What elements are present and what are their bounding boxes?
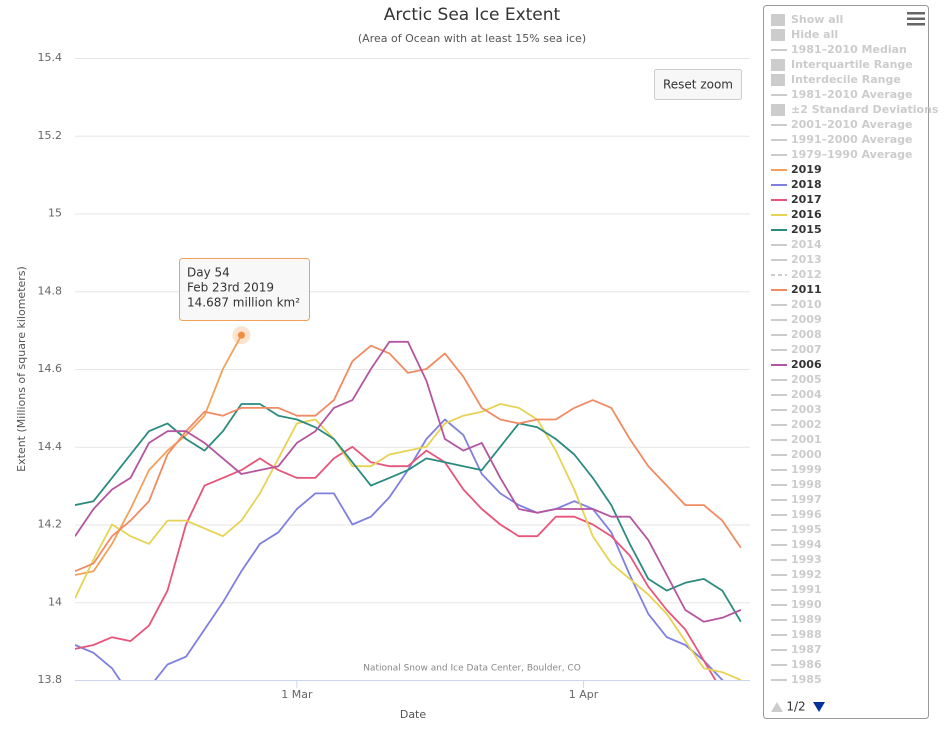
y-tick-label: 14.8 xyxy=(38,284,63,297)
x-axis-label: Date xyxy=(400,708,427,721)
legend-item[interactable]: 1992 xyxy=(791,568,822,581)
legend-item[interactable]: 1989 xyxy=(791,613,822,626)
legend-item[interactable]: 2010 xyxy=(791,298,822,311)
menu-bar[interactable] xyxy=(907,12,925,15)
legend-item[interactable]: 1999 xyxy=(791,463,822,476)
reset-zoom-button[interactable]: Reset zoom xyxy=(654,69,742,100)
pager-label: 1/2 xyxy=(786,700,805,714)
tooltip-line: Feb 23rd 2019 xyxy=(187,281,274,295)
legend-item[interactable]: 2016 xyxy=(791,208,822,221)
legend-item[interactable]: 2001–2010 Average xyxy=(791,118,913,131)
legend-item[interactable]: 1994 xyxy=(791,538,822,551)
series-line xyxy=(75,334,243,576)
menu-bar[interactable] xyxy=(907,17,925,21)
y-tick-label: 15 xyxy=(48,207,62,220)
y-tick-label: 14 xyxy=(48,595,62,608)
legend-item[interactable]: 2000 xyxy=(791,448,822,461)
legend-control-symbol[interactable] xyxy=(771,14,785,26)
credit: National Snow and Ice Data Center, Bould… xyxy=(363,664,581,674)
y-axis-label: Extent (Millions of square kilometers) xyxy=(15,266,28,472)
y-tick-label: 15.2 xyxy=(38,129,63,142)
y-tick-label: 14.2 xyxy=(38,518,63,531)
series-line xyxy=(75,403,742,623)
plot-lines xyxy=(75,334,742,680)
legend-item[interactable]: 2017 xyxy=(791,193,822,206)
series-line xyxy=(75,344,742,573)
menu-bar[interactable] xyxy=(907,23,925,26)
series-line xyxy=(75,403,742,680)
x-tick-label: 1 Apr xyxy=(569,688,599,701)
legend-item[interactable]: 1985 xyxy=(791,673,822,686)
legend-item[interactable]: 1988 xyxy=(791,628,822,641)
legend-item[interactable]: 2002 xyxy=(791,418,822,431)
y-tick-label: 14.6 xyxy=(38,362,63,375)
legend-item[interactable]: 2005 xyxy=(791,373,822,386)
legend-item[interactable]: ±2 Standard Deviations xyxy=(791,103,939,116)
button-box[interactable] xyxy=(654,69,742,100)
legend-item[interactable]: 1996 xyxy=(791,508,822,521)
legend-item[interactable]: 2008 xyxy=(791,328,822,341)
legend-item[interactable]: 1991 xyxy=(791,583,822,596)
legend-item[interactable]: 2009 xyxy=(791,313,822,326)
legend-item[interactable]: 2012 xyxy=(791,268,822,281)
legend-item[interactable]: 2018 xyxy=(791,178,822,191)
pager-down[interactable] xyxy=(813,702,825,712)
legend-item[interactable]: 1997 xyxy=(791,493,822,506)
legend: Show all Hide all 1981–2010 Median Interqua… xyxy=(771,13,939,686)
legend-item[interactable]: 2019 xyxy=(791,163,822,176)
chart-title: Arctic Sea Ice Extent xyxy=(384,5,561,25)
legend-control[interactable]: Hide all xyxy=(791,28,838,41)
tooltip-box xyxy=(179,258,310,321)
legend-item[interactable]: 2011 xyxy=(791,283,822,296)
legend-item[interactable]: 1979–1990 Average xyxy=(791,148,913,161)
legend-item[interactable]: 1986 xyxy=(791,658,822,671)
legend-item[interactable]: 1981–2010 Average xyxy=(791,88,913,101)
legend-item[interactable]: 2015 xyxy=(791,223,822,236)
legend-item[interactable]: 2004 xyxy=(791,388,822,401)
y-tick-label: 13.8 xyxy=(38,673,63,686)
tooltip-line: Day 54 xyxy=(187,266,230,280)
series-line xyxy=(75,418,724,680)
legend-item[interactable]: 1998 xyxy=(791,478,822,491)
legend-box xyxy=(763,5,929,719)
legend-item[interactable]: Interdecile Range xyxy=(791,73,901,86)
legend-item[interactable]: 1993 xyxy=(791,553,822,566)
legend-item[interactable]: 2006 xyxy=(791,358,822,371)
tooltip-line: 14.687 million km² xyxy=(187,296,300,310)
legend-symbol[interactable] xyxy=(771,59,785,71)
legend-item[interactable]: 2014 xyxy=(791,238,822,251)
menu-button[interactable] xyxy=(907,12,925,26)
hover-marker xyxy=(237,331,245,339)
legend-symbol[interactable] xyxy=(771,74,785,86)
series-line xyxy=(75,445,717,680)
y-tick-label: 14.4 xyxy=(38,440,63,453)
legend-control[interactable]: Show all xyxy=(791,13,843,26)
legend-item[interactable]: 2013 xyxy=(791,253,822,266)
pager-up[interactable] xyxy=(771,702,783,712)
legend-item[interactable]: 2007 xyxy=(791,343,822,356)
legend-item[interactable]: 1990 xyxy=(791,598,822,611)
chart-subtitle: (Area of Ocean with at least 15% sea ice… xyxy=(358,32,586,45)
legend-item[interactable]: 1981–2010 Median xyxy=(791,43,907,56)
legend-item[interactable]: 1991–2000 Average xyxy=(791,133,913,146)
button-label[interactable]: Reset zoom xyxy=(663,78,733,92)
legend-item[interactable]: 2003 xyxy=(791,403,822,416)
x-tick-label: 1 Mar xyxy=(281,688,313,701)
y-tick-label: 15.4 xyxy=(38,51,63,64)
legend-item[interactable]: Interquartile Range xyxy=(791,58,913,71)
legend-item[interactable]: 1995 xyxy=(791,523,822,536)
series-line xyxy=(75,340,742,623)
legend-item[interactable]: 1987 xyxy=(791,643,822,656)
legend-symbol[interactable] xyxy=(771,104,785,116)
legend-control-symbol[interactable] xyxy=(771,29,785,41)
legend-item[interactable]: 2001 xyxy=(791,433,822,446)
